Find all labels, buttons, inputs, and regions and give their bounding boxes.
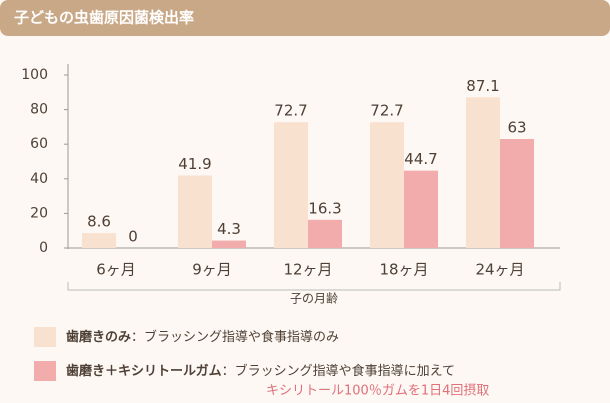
value-label: 72.7 <box>274 102 307 120</box>
x-tick-label: 12ヶ月 <box>283 261 332 279</box>
bar <box>274 122 308 248</box>
value-label: 41.9 <box>178 155 211 173</box>
legend-swatch <box>34 327 56 347</box>
value-label: 87.1 <box>466 77 499 95</box>
legend-note: キシリトール100％ガムを1日4回摂取 <box>266 383 489 399</box>
x-tick-label: 24ヶ月 <box>475 261 524 279</box>
x-tick-label: 6ヶ月 <box>96 261 136 279</box>
bar <box>466 97 500 248</box>
bar <box>178 175 212 248</box>
legend-name: 歯磨き＋キシリトールガム <box>66 363 222 379</box>
y-tick-label: 40 <box>30 171 48 187</box>
bar <box>212 240 246 248</box>
bar <box>404 170 438 248</box>
legend-description: ：ブラッシング指導や食事指導に加えて <box>222 363 455 379</box>
x-bracket <box>67 282 561 291</box>
value-label: 16.3 <box>308 199 341 217</box>
legend-entry: 歯磨きのみ：ブラッシング指導や食事指導のみ <box>66 329 339 345</box>
chart-title: 子どもの虫歯原因菌検出率 <box>14 9 194 27</box>
bar <box>82 233 116 248</box>
y-tick-label: 60 <box>30 136 48 152</box>
y-tick-label: 80 <box>30 102 48 118</box>
y-tick-label: 0 <box>39 240 48 256</box>
y-tick-label: 20 <box>30 205 48 221</box>
x-axis-label: 子の月齢 <box>290 291 338 306</box>
value-label: 0 <box>128 228 138 246</box>
value-label: 72.7 <box>370 102 403 120</box>
legend-description: ：ブラッシング指導や食事指導のみ <box>131 329 339 345</box>
value-label: 44.7 <box>404 150 437 168</box>
bar <box>308 219 342 248</box>
title-bar <box>0 0 610 36</box>
legend-entry: 歯磨き＋キシリトールガム：ブラッシング指導や食事指導に加えて <box>66 363 455 379</box>
legend-swatch <box>34 361 56 381</box>
value-label: 4.3 <box>217 220 241 238</box>
x-tick-label: 18ヶ月 <box>379 261 428 279</box>
value-label: 8.6 <box>87 213 111 231</box>
bar <box>500 139 534 248</box>
legend-name: 歯磨きのみ <box>66 329 131 345</box>
value-label: 63 <box>507 119 526 137</box>
y-tick-label: 100 <box>21 67 48 83</box>
bar <box>370 122 404 248</box>
x-tick-label: 9ヶ月 <box>192 261 232 279</box>
